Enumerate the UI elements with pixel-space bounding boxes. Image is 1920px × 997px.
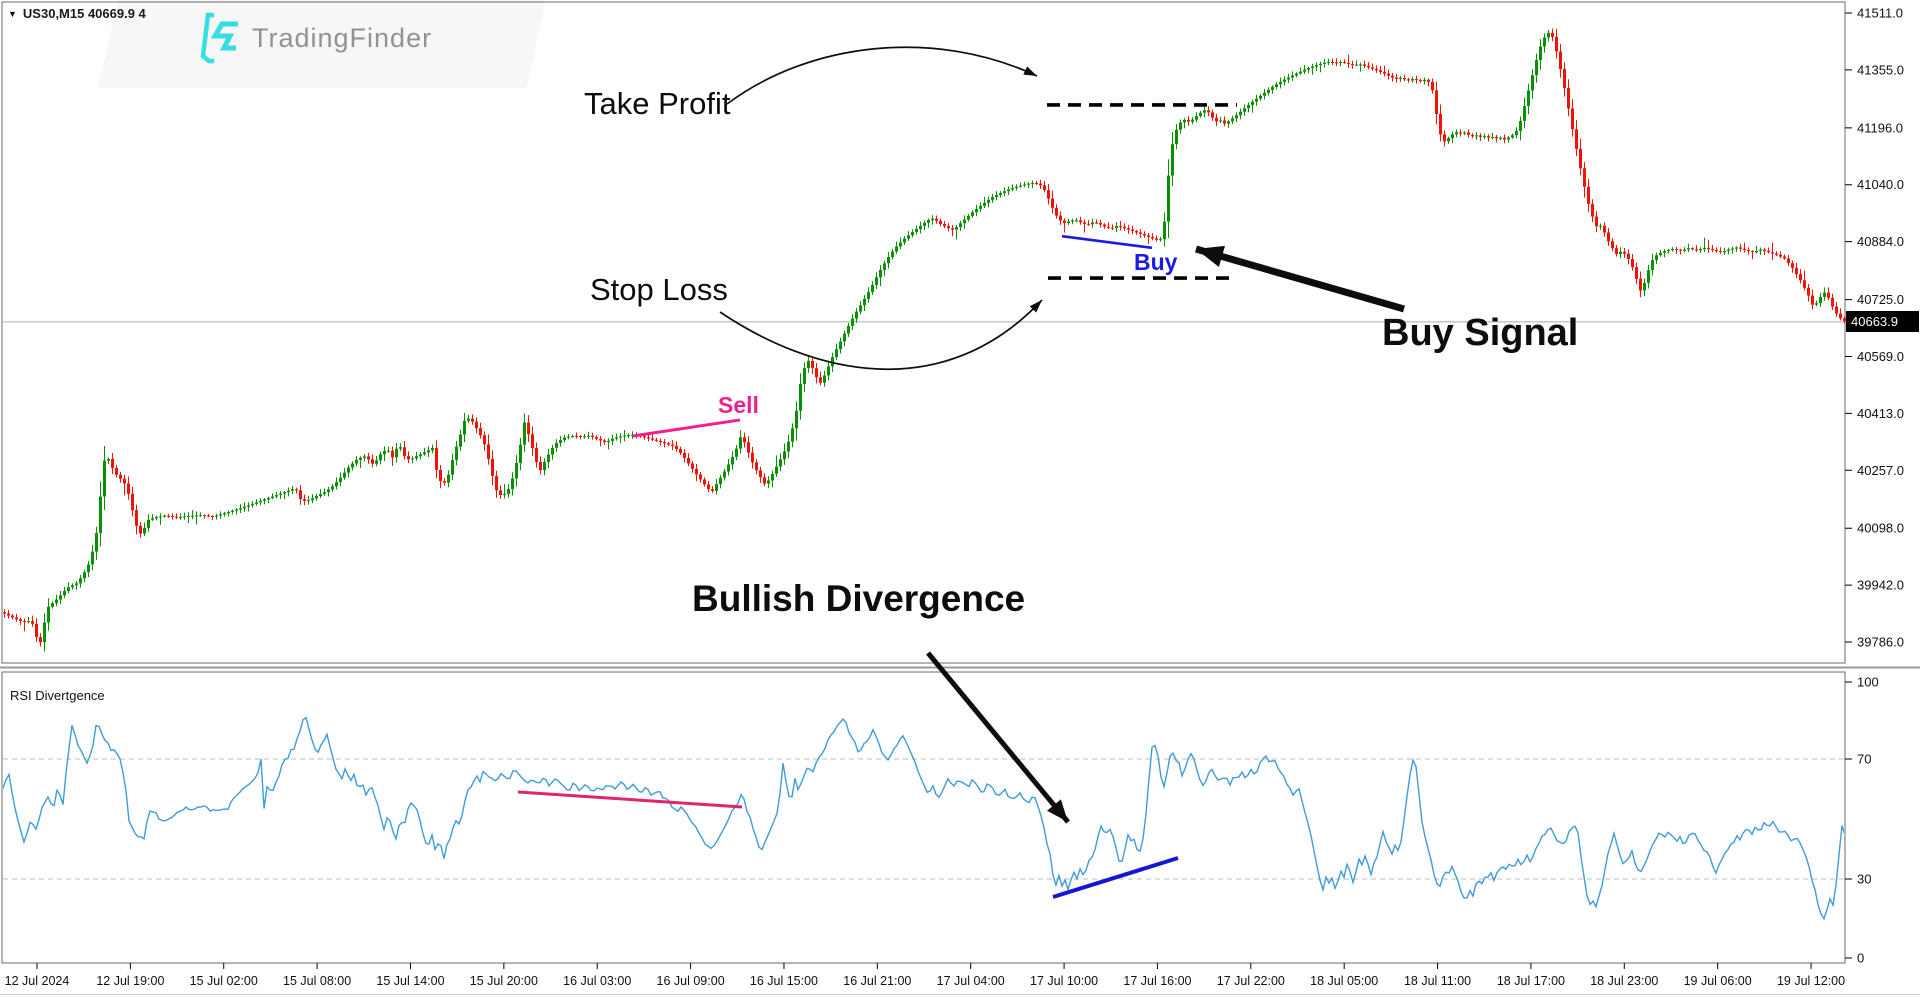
price-axis-tick-label: 39786.0: [1857, 635, 1904, 650]
time-axis-tick-label: 15 Jul 02:00: [190, 974, 258, 988]
price-axis-tick-label: 40725.0: [1857, 292, 1904, 307]
price-axis-tick-label: 39942.0: [1857, 578, 1904, 593]
rsi-level-lines: [3, 758, 1845, 880]
time-axis: 12 Jul 2024 12 Jul 19:00 15 Jul 02:00 15 Ju…: [5, 963, 1845, 988]
price-axis-tick-label: 40569.0: [1857, 349, 1904, 364]
price-axis-tick-label: 40884.0: [1857, 234, 1904, 249]
rsi-line: [3, 716, 1844, 921]
candles: [3, 28, 1846, 652]
time-axis-tick-label: 16 Jul 15:00: [750, 974, 818, 988]
rsi-pane-border: [1, 671, 1846, 964]
time-axis-tick-label: 18 Jul 11:00: [1404, 974, 1471, 988]
time-axis-tick-label: 18 Jul 23:00: [1590, 974, 1658, 988]
rsi-axis-tick-label: 100: [1857, 675, 1879, 690]
price-axis-tick-label: 41196.0: [1857, 120, 1903, 135]
rsi-axis-tick-label: 30: [1857, 872, 1871, 887]
time-axis-tick-label: 17 Jul 22:00: [1217, 974, 1285, 988]
time-axis-tick-label: 15 Jul 14:00: [376, 974, 444, 988]
time-axis-tick-label: 17 Jul 04:00: [937, 974, 1005, 988]
rsi-axis-tick-label: 0: [1857, 951, 1864, 966]
price-pane-border: [1, 1, 1846, 664]
time-axis-tick-label: 16 Jul 09:00: [657, 974, 725, 988]
price-axis: 41511.0 41355.0 41196.0 41040.0 40884.0 40725…: [1845, 6, 1904, 650]
time-axis-tick-label: 19 Jul 12:00: [1777, 974, 1845, 988]
rsi-sell-divergence-line: [517, 790, 743, 809]
price-axis-tick-label: 41040.0: [1857, 177, 1904, 192]
watermark-band: [98, 0, 545, 88]
time-axis-tick-label: 12 Jul 19:00: [96, 974, 164, 988]
price-axis-tick-label: 41355.0: [1857, 62, 1904, 77]
buy-signal-arrow: [1195, 245, 1405, 313]
time-axis-tick-label: 15 Jul 08:00: [283, 974, 351, 988]
price-axis-tick-label: 41511.0: [1857, 6, 1903, 21]
price-axis-tick-label: 40098.0: [1857, 521, 1904, 536]
rsi-axis: 100 70 30 0: [1845, 675, 1879, 966]
time-axis-tick-label: 12 Jul 2024: [5, 974, 70, 988]
price-axis-tick-label: 40257.0: [1857, 463, 1904, 478]
rsi-buy-divergence-line: [1052, 856, 1179, 899]
time-axis-tick-label: 18 Jul 17:00: [1497, 974, 1565, 988]
time-axis-tick-label: 16 Jul 03:00: [563, 974, 631, 988]
time-axis-tick-label: 19 Jul 06:00: [1684, 974, 1752, 988]
take-profit-curved-arrow: [726, 46, 1038, 105]
time-axis-tick-label: 16 Jul 21:00: [843, 974, 911, 988]
rsi-axis-tick-label: 70: [1857, 752, 1871, 767]
time-axis-tick-label: 17 Jul 16:00: [1123, 974, 1191, 988]
time-axis-tick-label: 18 Jul 05:00: [1310, 974, 1378, 988]
time-axis-tick-label: 15 Jul 20:00: [470, 974, 538, 988]
time-axis-tick-label: 17 Jul 10:00: [1030, 974, 1098, 988]
buy-divergence-line: [1061, 234, 1153, 250]
annotation-arrows: [719, 46, 1405, 824]
stop-loss-curved-arrow: [719, 299, 1043, 370]
bullish-divergence-arrow: [926, 651, 1070, 824]
sell-divergence-line: [632, 418, 741, 438]
price-axis-tick-label: 40413.0: [1857, 406, 1904, 421]
